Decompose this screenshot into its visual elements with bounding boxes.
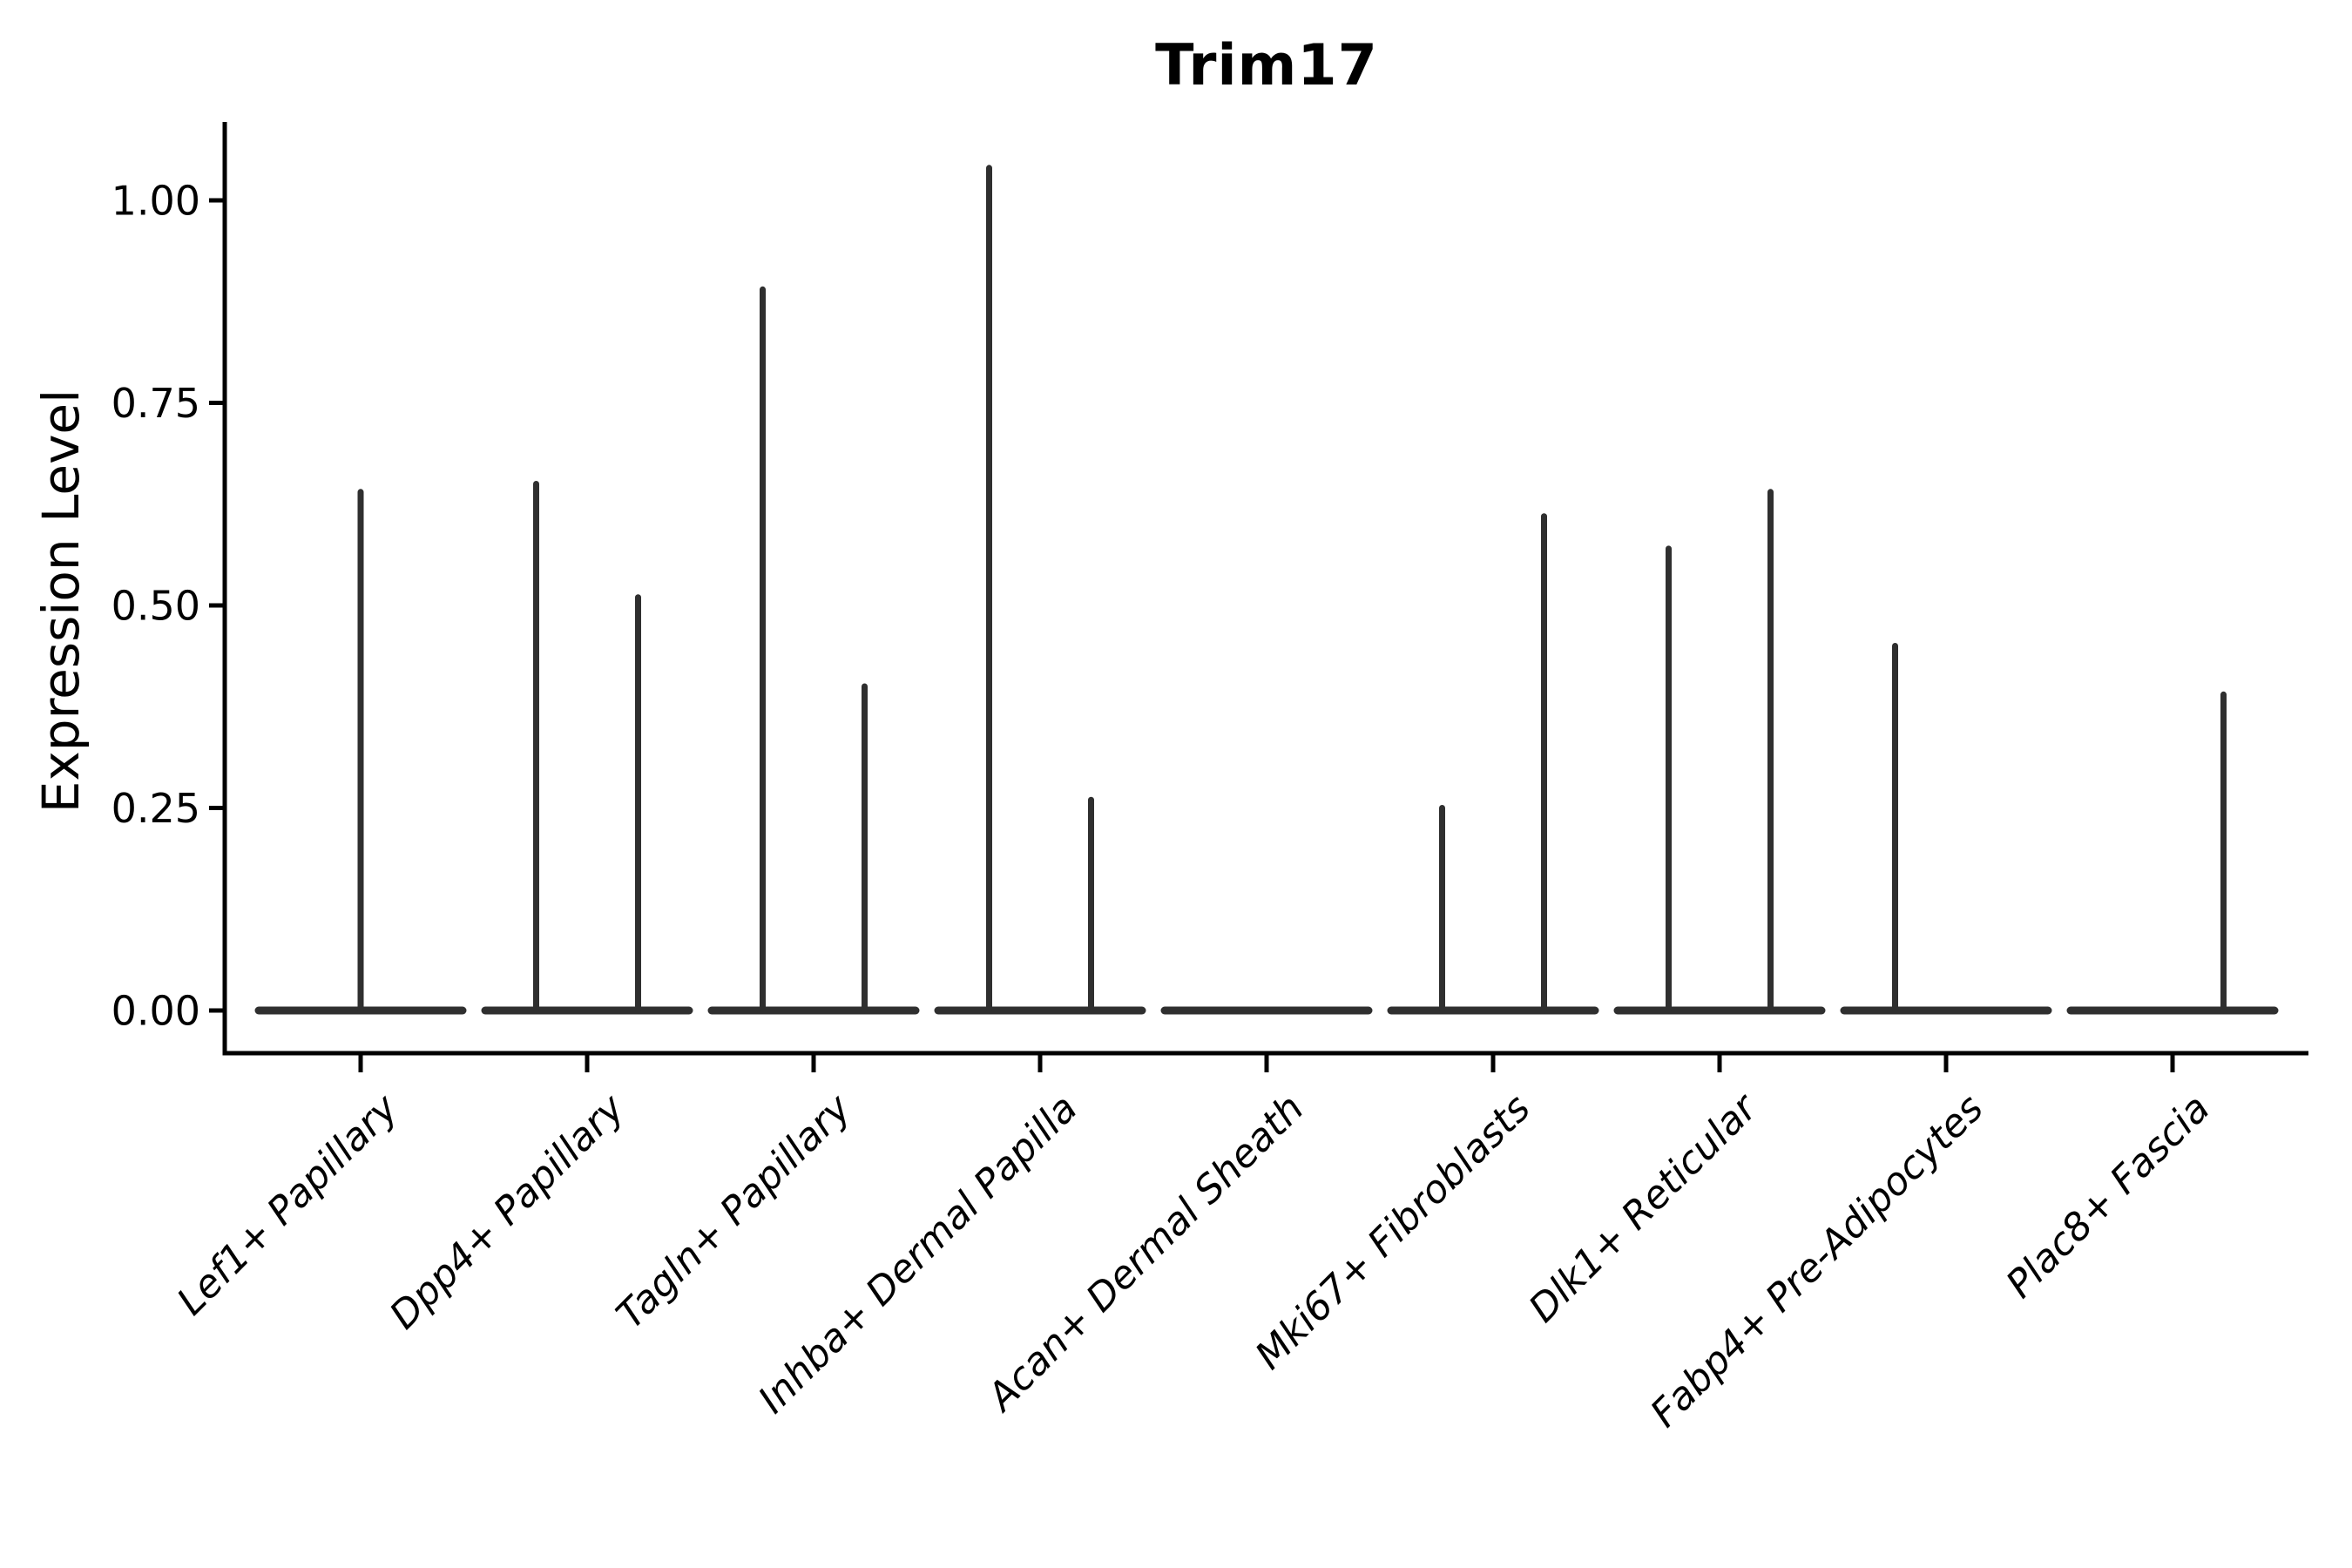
x-tick-label: Tagln+ Papillary [608,1085,860,1337]
y-tick-label: 1.00 [112,178,200,225]
x-tick-label: Lef1+ Papillary [169,1085,408,1324]
plot-title: Trim17 [1155,32,1378,98]
y-tick-label: 0.25 [112,785,200,832]
y-tick-label: 0.50 [112,583,200,630]
y-tick-label: 0.00 [112,988,200,1035]
y-tick-label: 0.75 [112,380,200,427]
x-tick-label: Dpp4+ Papillary [382,1085,634,1338]
x-tick-label: Plac8+ Fascia [1997,1086,2218,1307]
x-tick-label: Dlk1+ Reticular [1520,1085,1767,1331]
